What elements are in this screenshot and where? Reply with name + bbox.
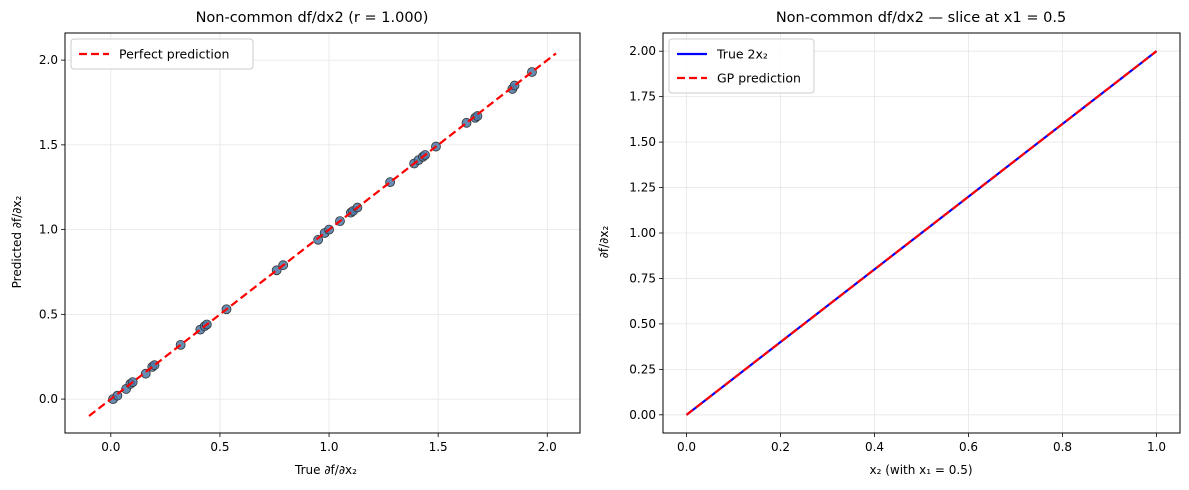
- y-tick-label: 0.25: [629, 362, 656, 376]
- x-tick-label: 1.0: [319, 440, 338, 454]
- chart-title: Non-common df/dx2 — slice at x1 = 0.5: [776, 10, 1066, 26]
- y-tick-label: 0.00: [629, 408, 656, 422]
- series-line: [685, 50, 1158, 416]
- tick-layer: 0.0 0.2 0.4 0.6 0.8 1.0 0.00 0.25 0.50 0.75 1.00 1.…: [629, 44, 1166, 454]
- legend-box: [70, 38, 254, 70]
- tick-layer: 0.0 0.5 1.0 1.5 2.0 0.0 0.5 1.0 1.5 2.0: [39, 53, 557, 454]
- x-tick-label: 0.8: [1053, 440, 1072, 454]
- y-tick-label: 0.75: [629, 271, 656, 285]
- plot-area: [685, 50, 1158, 416]
- y-tick-label: 1.00: [629, 226, 656, 240]
- y-axis-label: ∂f/∂x₂: [597, 226, 611, 259]
- legend-label: True 2x₂: [716, 47, 768, 62]
- series-line: [88, 52, 557, 417]
- legend: Perfect prediction: [70, 38, 254, 70]
- x-tick-label: 0.2: [771, 440, 790, 454]
- legend: True 2x₂ GP prediction: [668, 38, 815, 94]
- x-axis-label: x₂ (with x₁ = 0.5): [869, 463, 972, 477]
- x-tick-label: 0.4: [865, 440, 884, 454]
- y-tick-label: 1.5: [39, 138, 58, 152]
- x-tick-label: 2.0: [538, 440, 557, 454]
- x-tick-label: 1.5: [429, 440, 448, 454]
- grid: [65, 33, 580, 433]
- y-tick-label: 2.0: [39, 53, 58, 67]
- series-layer: [88, 52, 557, 417]
- y-tick-label: 1.0: [39, 223, 58, 237]
- legend-box: [668, 38, 815, 94]
- x-tick-label: 0.0: [101, 440, 120, 454]
- x-tick-label: 0.6: [959, 440, 978, 454]
- x-tick-label: 0.5: [210, 440, 229, 454]
- x-tick-label: 1.0: [1147, 440, 1166, 454]
- y-tick-label: 0.5: [39, 307, 58, 321]
- legend-label: GP prediction: [717, 71, 801, 86]
- plot-area: [88, 52, 557, 417]
- slice-panel: Non-common df/dx2 — slice at x1 = 0.5 0.…: [597, 10, 1181, 477]
- y-axis-label: Predicted ∂f/∂x₂: [10, 195, 24, 288]
- y-tick-label: 0.0: [39, 392, 58, 406]
- chart-title: Non-common df/dx2 (r = 1.000): [196, 10, 429, 26]
- legend-label: Perfect prediction: [119, 47, 229, 62]
- y-tick-label: 1.50: [629, 135, 656, 149]
- y-tick-label: 1.25: [629, 181, 656, 195]
- y-tick-label: 1.75: [629, 90, 656, 104]
- axes-frame: [64, 32, 581, 434]
- scatter-panel: Non-common df/dx2 (r = 1.000) 0.0 0.5 1.0 1…: [10, 10, 581, 477]
- y-tick-label: 0.50: [629, 317, 656, 331]
- y-tick-label: 2.00: [629, 44, 656, 58]
- series-layer: [685, 50, 1158, 416]
- x-tick-label: 0.0: [677, 440, 696, 454]
- x-axis-label: True ∂f/∂x₂: [294, 463, 357, 477]
